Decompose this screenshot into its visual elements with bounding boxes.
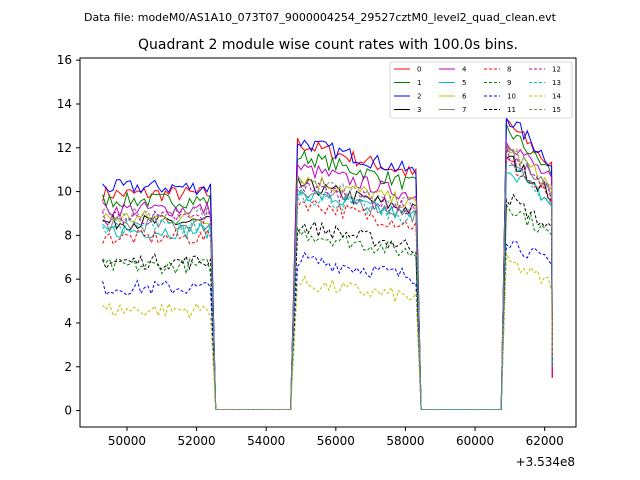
- y-tick-label: 4: [64, 316, 72, 330]
- legend-label-2: 2: [417, 93, 421, 101]
- legend-label-12: 12: [552, 66, 561, 74]
- y-tick-label: 16: [57, 53, 72, 67]
- legend-label-1: 1: [417, 79, 421, 87]
- legend-label-0: 0: [417, 66, 421, 74]
- legend-label-8: 8: [507, 66, 511, 74]
- x-tick-label: 60000: [456, 434, 494, 448]
- x-axis: 50000 52000 54000 56000 58000 60000 62000: [108, 427, 564, 448]
- x-tick-label: 58000: [386, 434, 424, 448]
- legend-label-15: 15: [552, 106, 561, 114]
- legend-label-9: 9: [507, 79, 511, 87]
- y-tick-label: 12: [57, 141, 72, 155]
- y-tick-label: 6: [64, 272, 72, 286]
- legend-label-13: 13: [552, 79, 561, 87]
- y-tick-label: 2: [64, 360, 72, 374]
- x-tick-label: 52000: [178, 434, 216, 448]
- legend-label-6: 6: [462, 93, 467, 101]
- legend-box: [389, 61, 573, 119]
- x-tick-label: 50000: [108, 434, 146, 448]
- series-line-10: [102, 240, 553, 410]
- legend-label-7: 7: [462, 106, 466, 114]
- y-axis: 0 2 4 6 8 10 12 14 16: [57, 53, 80, 418]
- series-line-15: [102, 148, 553, 410]
- series-line-9: [102, 203, 553, 410]
- series-line-11: [102, 193, 553, 410]
- legend-label-3: 3: [417, 106, 421, 114]
- legend-label-5: 5: [462, 79, 466, 87]
- legend-label-14: 14: [552, 93, 561, 101]
- y-tick-label: 8: [64, 228, 72, 242]
- x-tick-label: 56000: [317, 434, 355, 448]
- x-tick-label: 62000: [526, 434, 564, 448]
- x-tick-label: 54000: [247, 434, 285, 448]
- y-tick-label: 0: [64, 404, 72, 418]
- x-offset-label: +3.534e8: [516, 455, 575, 469]
- legend-label-4: 4: [462, 66, 467, 74]
- series-layer: [102, 117, 553, 410]
- chart-title: Quadrant 2 module wise count rates with …: [138, 37, 518, 53]
- legend-label-11: 11: [507, 106, 516, 114]
- plot-frame: [79, 57, 577, 428]
- y-tick-label: 10: [57, 185, 72, 199]
- suptitle: Data file: modeM0/AS1A10_073T07_90000042…: [84, 11, 557, 24]
- legend-label-10: 10: [507, 93, 516, 101]
- y-tick-label: 14: [57, 97, 72, 111]
- series-line-14: [102, 253, 553, 410]
